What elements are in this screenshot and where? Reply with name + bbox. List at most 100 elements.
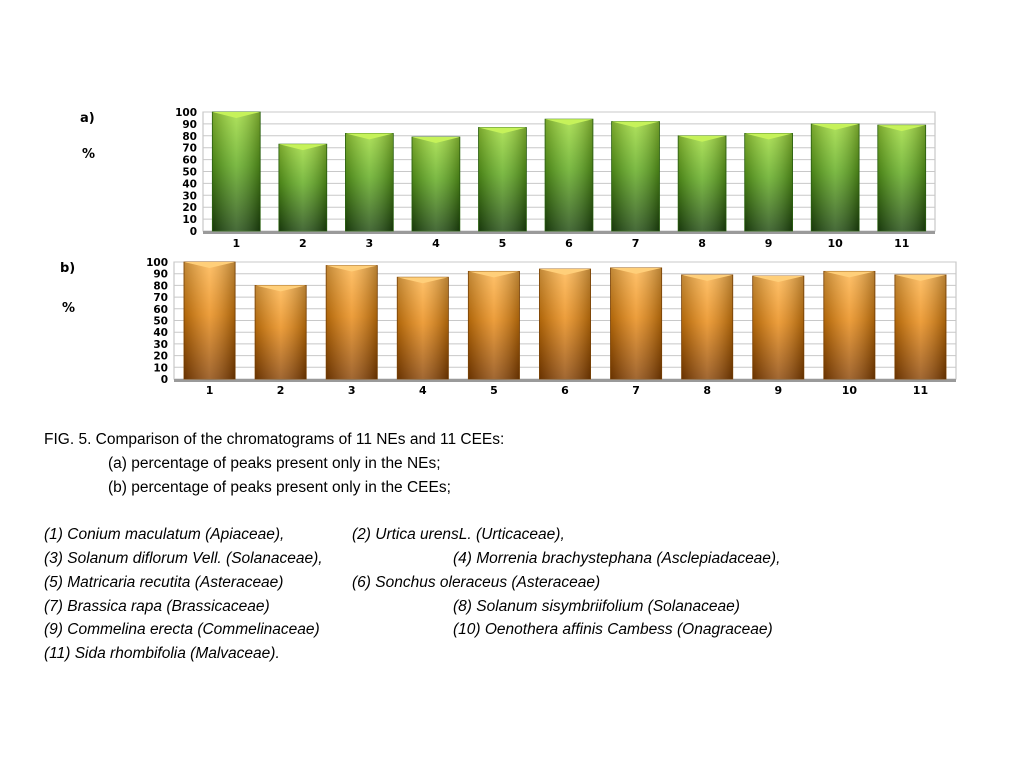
y-tick-label: 60: [153, 304, 168, 316]
y-tick-label: 20: [182, 202, 197, 214]
species-row: (11) Sida rhombifolia (Malvaceae).: [44, 642, 984, 666]
panel-label-b: b): [60, 261, 75, 276]
y-tick-label: 30: [182, 190, 197, 202]
species-4: (4) Morrenia brachystephana (Asclepiadac…: [453, 549, 781, 567]
y-tick-label: 10: [153, 362, 168, 374]
bar-cap: [811, 123, 860, 130]
species-7: (7) Brassica rapa (Brassicaceae): [44, 597, 270, 615]
x-tick-label: 9: [765, 237, 773, 250]
caption-line-a: (a) percentage of peaks present only in …: [108, 454, 441, 472]
bar-cap: [744, 133, 793, 140]
panel-label-a: a): [80, 111, 95, 126]
bar-cap: [894, 274, 947, 281]
x-tick-label: 8: [703, 384, 711, 397]
bar-shading: [255, 285, 307, 379]
bar-shading: [183, 262, 236, 379]
y-tick-label: 10: [182, 214, 197, 226]
bar-shading: [752, 276, 804, 379]
species-3: (3) Solanum diflorum Vell. (Solanaceae),: [44, 549, 323, 567]
y-tick-label: 80: [182, 131, 197, 143]
x-tick-label: 11: [894, 237, 909, 250]
bar-cap: [212, 112, 261, 118]
y-tick-label: 40: [182, 178, 197, 190]
bar-cap: [611, 121, 660, 128]
bar-shading: [345, 133, 394, 231]
y-tick-label: 30: [153, 339, 168, 351]
species-row: (9) Commelina erecta (Commelinaceae) (10…: [44, 618, 984, 642]
x-tick-label: 1: [206, 384, 214, 397]
bar-shading: [545, 119, 593, 231]
bar-shading: [212, 112, 261, 231]
bar-shading: [610, 267, 662, 379]
x-tick-label: 8: [698, 237, 706, 250]
x-tick-label: 3: [348, 384, 356, 397]
y-tick-label: 80: [153, 280, 168, 292]
x-tick-label: 5: [499, 237, 507, 250]
species-2: (2) Urtica urensL. (Urticaceae),: [352, 526, 565, 544]
species-10: (10) Oenothera affinis Cambess (Onagrace…: [453, 621, 773, 639]
x-axis-line: [174, 379, 956, 382]
bar-cap: [681, 274, 733, 281]
chart-a: a) % 0 10 20 30 40 50 60 70 80 90 100 1 2 3 4 5 6 7 8 9 10 1…: [60, 100, 970, 252]
species-row: (7) Brassica rapa (Brassicaceae) (8) Sol…: [44, 595, 984, 619]
bar-shading: [611, 121, 660, 231]
x-tick-label: 6: [565, 237, 573, 250]
bar-cap: [539, 269, 591, 276]
y-tick-label: 0: [161, 374, 168, 386]
species-6: (6) Sonchus oleraceus (Asteraceae): [352, 573, 601, 591]
x-tick-label: 7: [632, 384, 640, 397]
bar-cap: [345, 133, 394, 140]
x-tick-label: 4: [432, 237, 440, 250]
bar-shading: [678, 135, 727, 231]
bar-shading: [744, 133, 793, 231]
species-11: (11) Sida rhombifolia (Malvaceae).: [44, 645, 280, 663]
y-tick-label: 90: [153, 269, 168, 281]
bar-cap: [183, 262, 236, 268]
bar-cap: [397, 277, 449, 284]
y-tick-label: 100: [146, 257, 168, 269]
bar-cap: [255, 285, 307, 292]
bar-shading: [326, 265, 378, 379]
bar-cap: [545, 119, 593, 126]
species-row: (1) Conium maculatum (Apiaceae), (2) Urt…: [44, 523, 984, 547]
caption-line-b: (b) percentage of peaks present only in …: [108, 478, 451, 496]
y-tick-label: 20: [153, 351, 168, 363]
bar-shading: [468, 271, 520, 379]
x-tick-label: 2: [277, 384, 285, 397]
bar-cap: [326, 265, 378, 272]
y-tick-label: 50: [182, 167, 197, 179]
y-tick-label: 70: [182, 143, 197, 155]
chart-b: b) % 0 10 20 30 40 50 60 70 80 90 100 1 2 3 4 5 6 7 8 9 10 1…: [60, 250, 970, 400]
bar-cap: [610, 267, 662, 274]
x-tick-label: 10: [828, 237, 844, 250]
y-tick-label: 90: [182, 119, 197, 131]
x-tick-label: 4: [419, 384, 427, 397]
bar-cap: [877, 125, 926, 132]
bar-shading: [823, 271, 875, 379]
bar-shading: [894, 274, 947, 379]
y-axis-label-a: %: [82, 147, 95, 162]
bar-cap: [823, 271, 875, 278]
x-tick-label: 10: [842, 384, 858, 397]
x-tick-label: 5: [490, 384, 498, 397]
bar-cap: [752, 276, 804, 283]
y-tick-label: 60: [182, 155, 197, 167]
caption-spacer: [44, 499, 984, 523]
bar-shading: [877, 125, 926, 231]
bar-shading: [278, 144, 327, 231]
x-tick-label: 1: [232, 237, 240, 250]
bar-shading: [681, 274, 733, 379]
y-tick-label: 0: [190, 226, 197, 238]
species-9: (9) Commelina erecta (Commelinaceae): [44, 621, 320, 639]
x-tick-label: 6: [561, 384, 569, 397]
bar-shading: [478, 127, 527, 231]
species-1: (1) Conium maculatum (Apiaceae),: [44, 526, 285, 544]
bar-cap: [411, 136, 460, 143]
bar-cap: [278, 144, 327, 151]
species-row: (3) Solanum diflorum Vell. (Solanaceae),…: [44, 547, 984, 571]
bar-shading: [411, 136, 460, 231]
species-row: (5) Matricaria recutita (Asteraceae) (6)…: [44, 571, 984, 595]
bar-shading: [539, 269, 591, 379]
